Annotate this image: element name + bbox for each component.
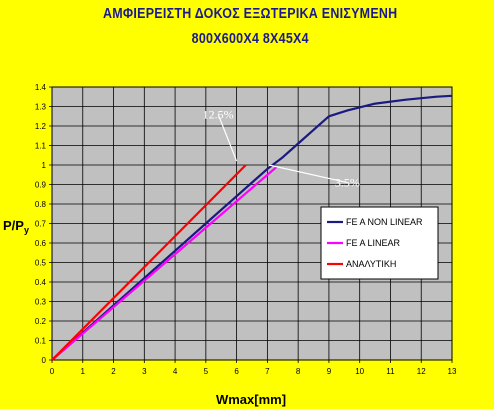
x-tick-label: 6 [234,367,239,376]
x-tick-label: 4 [173,367,178,376]
y-tick-label: 1 [42,161,47,170]
x-tick-label: 2 [111,367,116,376]
y-tick-label: 0.6 [35,239,47,248]
x-tick-label: 7 [265,367,270,376]
annotation-label: 3.5% [335,176,360,190]
y-tick-label: 0.8 [35,200,47,209]
x-tick-label: 0 [50,367,55,376]
y-axis-title: P/Py [3,218,29,235]
y-tick-label: 0.3 [35,298,47,307]
y-tick-label: 0.4 [35,278,47,287]
x-tick-label: 9 [327,367,332,376]
x-tick-label: 8 [296,367,301,376]
y-tick-label: 0.1 [35,337,47,346]
chart-title: ΑΜΦΙΕΡΕΙΣΤΗ ΔΟΚΟΣ ΕΞΩΤΕΡΙΚΑ ΕΝΙΣΥΜΕΝΗ [103,6,398,22]
x-tick-label: 13 [448,367,457,376]
y-tick-label: 0.2 [35,317,47,326]
x-tick-label: 5 [204,367,209,376]
legend: FE A NON LINEAR FE A LINEAR ΑΝΑΛΥΤΙΚΗ [320,206,439,280]
y-tick-label: 0.9 [35,181,47,190]
legend-label: ΑΝΑΛΥΤΙΚΗ [346,259,396,269]
y-tick-label: 1.3 [35,103,47,112]
x-tick-label: 1 [81,367,86,376]
annotation-leader [217,114,238,162]
annotation-label: 12.5% [203,107,234,121]
annotation-leader [268,164,348,184]
y-tick-label: 0.7 [35,220,47,229]
y-tick-label: 1.4 [35,83,47,92]
x-axis-title: Wmax[mm] [216,392,286,407]
legend-label: FE A NON LINEAR [346,217,423,227]
y-tick-label: 0 [42,356,47,365]
series-line [51,166,278,361]
x-tick-label: 11 [386,367,395,376]
chart-subtitle: 800Χ600Χ4 8Χ45Χ4 [191,31,309,47]
series-line [51,164,247,361]
x-tick-label: 10 [355,367,364,376]
y-tick-label: 1.2 [35,122,47,131]
y-tick-label: 1.1 [35,142,47,151]
x-tick-label: 3 [142,367,147,376]
y-axis-title-sub: y [24,225,29,235]
y-axis-title-main: P/P [3,218,24,233]
series-line [51,94,453,361]
legend-label: FE A LINEAR [346,238,401,248]
x-tick-label: 12 [417,367,426,376]
y-tick-label: 0.5 [35,259,47,268]
